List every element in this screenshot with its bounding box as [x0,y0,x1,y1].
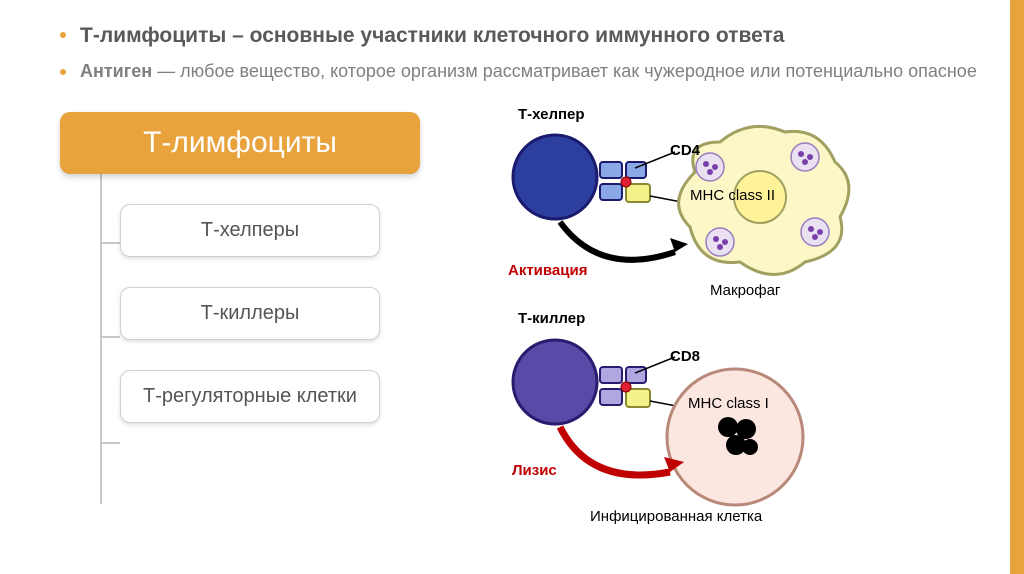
tree-node-killers: Т-киллеры [120,287,380,340]
bullet-2-rest: — любое вещество, которое организм рассм… [152,61,977,81]
cell-diagram: Т-хелпер CD4 MHC class II Активация Макр… [460,112,900,532]
tree-connector-h [100,442,120,444]
label-cd4: CD4 [670,142,700,159]
bullet-2: Антиген — любое вещество, которое органи… [60,59,984,84]
label-lysis: Лизис [512,462,557,479]
label-macrophage: Макрофаг [710,282,780,299]
label-cd8: CD8 [670,348,700,365]
hierarchy-tree: Т-лимфоциты Т-хелперы Т-киллеры Т-регуля… [60,112,420,532]
label-mhc2: MHC class II [690,188,775,205]
label-infected: Инфицированная клетка [590,508,762,525]
bullet-2-lead: Антиген [80,61,152,81]
accent-bar [1010,0,1024,574]
tree-connector-v [100,174,102,504]
bullet-1-text: Т-лимфоциты – основные участники клеточн… [80,22,784,49]
tree-node-regulatory: Т-регуляторные клетки [120,370,380,423]
tree-root: Т-лимфоциты [60,112,420,174]
label-mhc1: MHC class I [688,396,769,413]
bullet-dot-icon [60,32,66,38]
bullet-2-text: Антиген — любое вещество, которое органи… [80,59,977,84]
tree-node-helpers: Т-хелперы [120,204,380,257]
bullet-dot-icon [60,69,66,75]
slide-content: Т-лимфоциты – основные участники клеточн… [0,0,1024,532]
tree-connector-h [100,242,120,244]
bullet-1: Т-лимфоциты – основные участники клеточн… [60,22,984,49]
tree-connector-h [100,336,120,338]
label-activation: Активация [508,262,587,279]
label-t-helper: Т-хелпер [518,106,585,123]
label-t-killer: Т-киллер [518,310,585,327]
